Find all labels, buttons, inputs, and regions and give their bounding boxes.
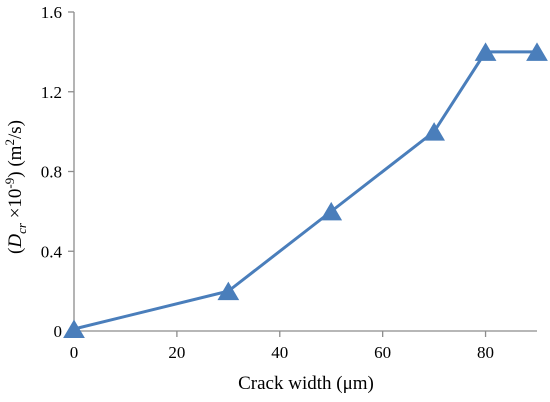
- y-axis-title-multiplier: ×10: [5, 189, 26, 223]
- data-point-marker: [423, 122, 445, 141]
- x-ticks: 0 20 40 60 80: [70, 331, 494, 362]
- y-axis-title-symbol: D: [5, 234, 26, 249]
- y-tick-label: 1.6: [41, 3, 62, 22]
- y-axis-title-close: ) (m: [5, 145, 26, 177]
- y-axis-title-unit-exponent: 2: [2, 139, 17, 146]
- data-point-marker: [526, 42, 548, 61]
- data-point-marker: [320, 201, 343, 221]
- x-tick-label: 0: [70, 343, 79, 362]
- y-tick-label: 0.8: [41, 163, 62, 182]
- x-tick-label: 40: [271, 343, 288, 362]
- x-axis-title: Crack width (μm): [238, 373, 374, 394]
- x-tick-label: 80: [477, 343, 494, 362]
- y-axis-title-unit-tail: /s): [5, 120, 26, 139]
- plot-area: [63, 42, 548, 339]
- x-tick-label: 20: [168, 343, 185, 362]
- y-tick-label: 0.4: [41, 242, 63, 261]
- y-axis-title-subscript: cr: [14, 222, 29, 234]
- data-point-marker: [63, 319, 85, 339]
- y-axis-title-exponent: -9: [2, 178, 17, 189]
- data-point-marker: [217, 281, 240, 301]
- y-axis-title-open: (: [5, 248, 26, 254]
- x-tick-label: 60: [374, 343, 391, 362]
- y-tick-label: 1.2: [41, 83, 62, 102]
- y-tick-label: 0: [54, 322, 63, 341]
- y-axis-title: (Dcr ×10-9) (m2/s): [2, 120, 29, 254]
- axes: [73, 12, 537, 332]
- data-point-marker: [474, 42, 497, 61]
- series-line: [73, 50, 537, 331]
- y-ticks: 0 0.4 0.8 1.2 1.6: [41, 3, 74, 341]
